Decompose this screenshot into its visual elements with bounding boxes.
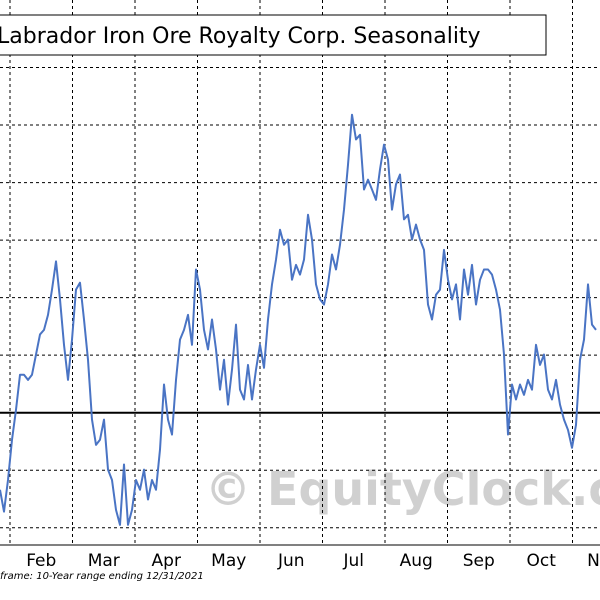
x-tick-label: Aug xyxy=(400,551,433,571)
title-box xyxy=(0,14,547,56)
watermark: © EquityClock.com xyxy=(205,462,600,516)
chart-title: Labrador Iron Ore Royalty Corp. Seasonal… xyxy=(0,24,481,49)
x-tick-label: Feb xyxy=(26,551,56,571)
x-tick-label: Apr xyxy=(152,551,181,571)
series-line xyxy=(0,113,597,526)
x-tick-label: Jul xyxy=(342,551,364,571)
x-tick-label: Oct xyxy=(527,551,557,571)
x-tick-label: May xyxy=(211,551,246,571)
x-tick-label: Jun xyxy=(277,551,305,571)
x-tick-label: Mar xyxy=(88,551,120,571)
x-tick-label: Nov xyxy=(587,551,600,571)
x-tick-label: Sep xyxy=(463,551,495,571)
footnote: frame: 10-Year range ending 12/31/2021 xyxy=(0,571,204,582)
